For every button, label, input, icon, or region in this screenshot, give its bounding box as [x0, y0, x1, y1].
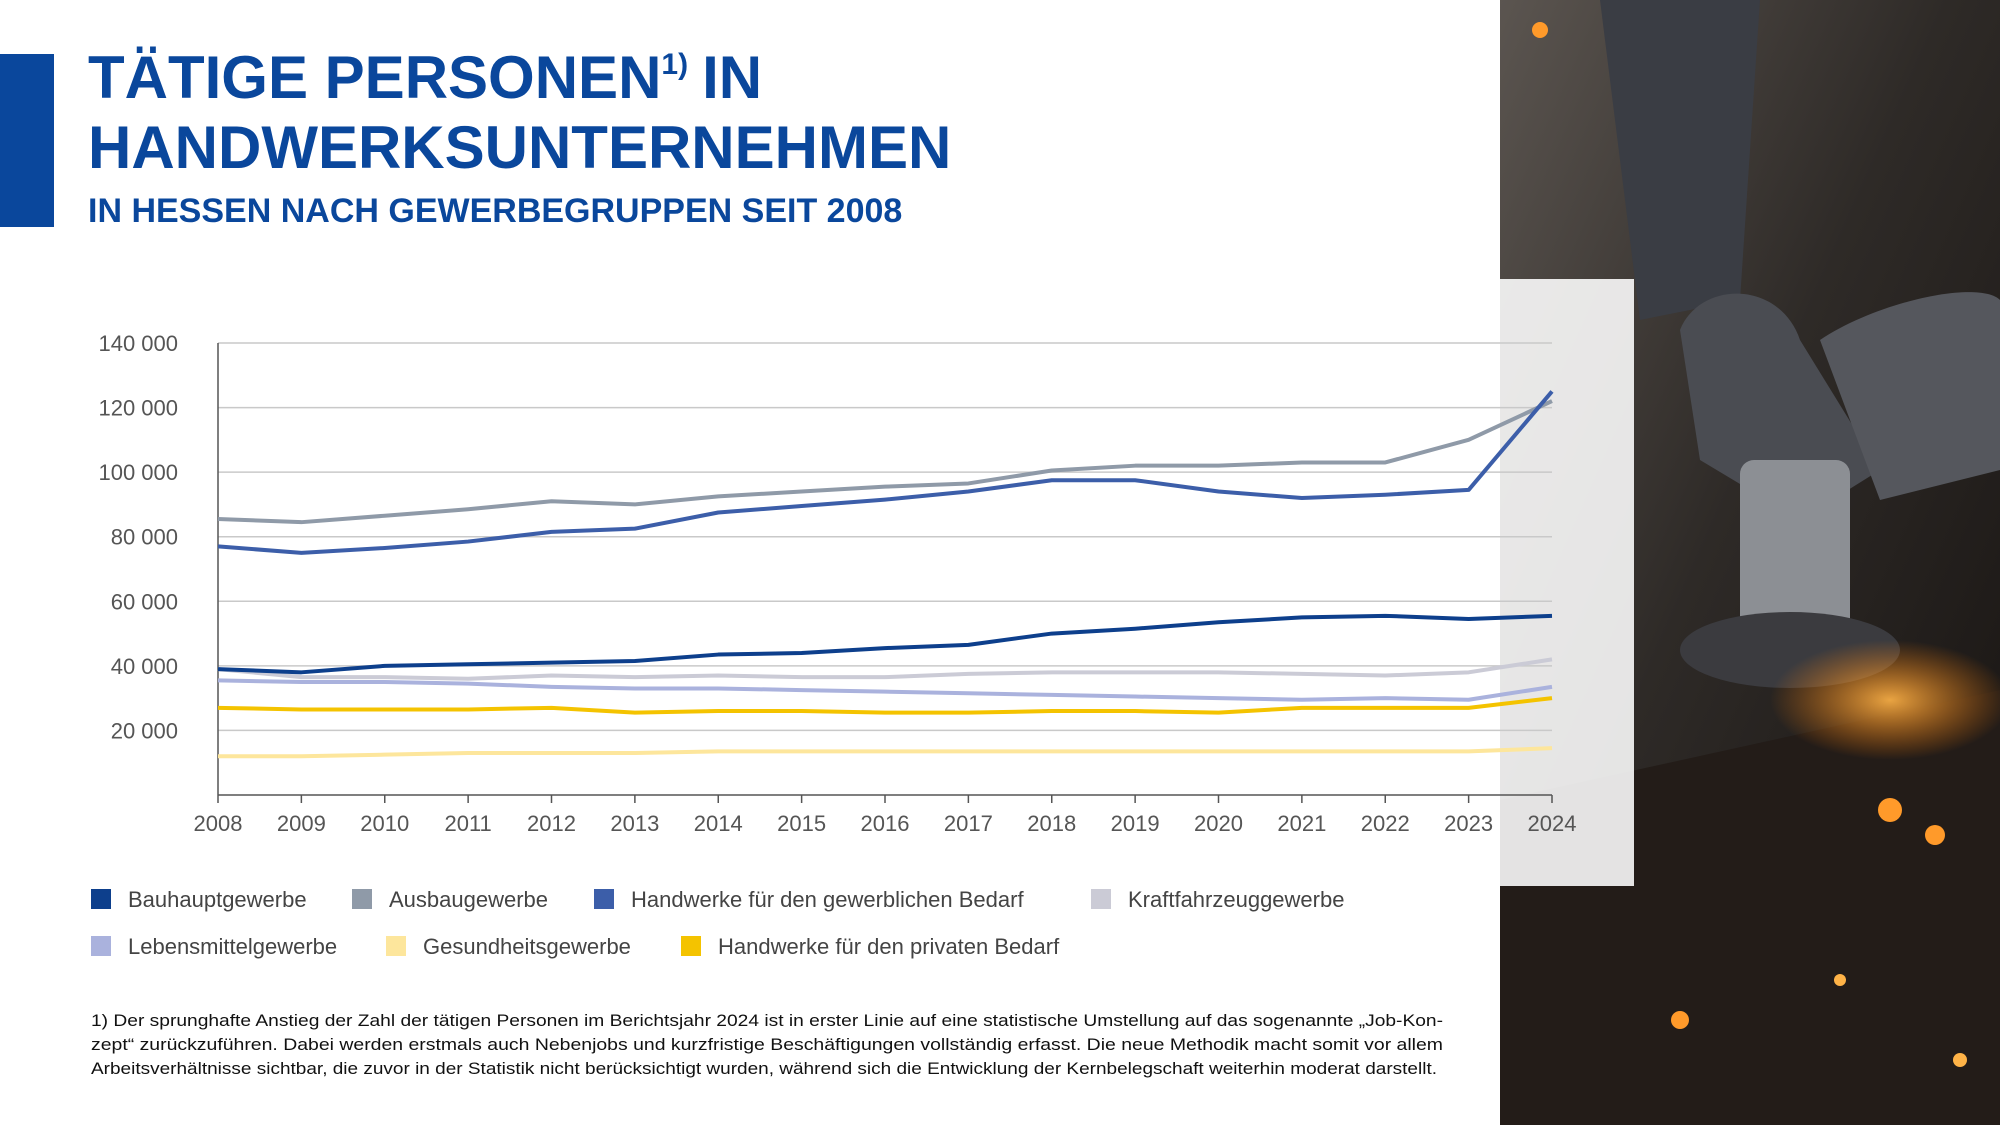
x-tick-label: 2011	[444, 811, 491, 836]
chart-title: TÄTIGE PERSONEN1) IN	[88, 44, 762, 111]
footnote-line: 1) Der sprunghafte Anstieg der Zahl der …	[91, 1011, 1443, 1030]
x-tick-label: 2009	[277, 811, 326, 836]
legend-swatch	[1091, 889, 1111, 909]
x-tick-label: 2020	[1194, 811, 1243, 836]
photo-glove	[1820, 292, 2000, 500]
photo-spark	[1532, 22, 1548, 38]
legend-label: Handwerke für den privaten Bedarf	[718, 934, 1060, 959]
photo-grinder	[1740, 460, 1850, 640]
legend-label: Bauhauptgewerbe	[128, 887, 307, 912]
y-tick-label: 80 000	[111, 525, 178, 550]
x-tick-label: 2017	[944, 811, 993, 836]
legend-swatch	[91, 936, 111, 956]
y-tick-label: 60 000	[111, 589, 178, 614]
photo-spark	[1834, 974, 1846, 986]
x-tick-label: 2016	[861, 811, 910, 836]
series-line	[217, 696, 1553, 715]
series-line	[217, 678, 1553, 702]
series-line	[217, 390, 1554, 555]
photo-spark	[1925, 825, 1945, 845]
x-tick-label: 2021	[1277, 811, 1326, 836]
x-tick-label: 2015	[777, 811, 826, 836]
x-tick-label: 2022	[1361, 811, 1410, 836]
x-tick-label: 2013	[610, 811, 659, 836]
series-line	[218, 746, 1553, 759]
photo-overlay	[1500, 279, 1634, 886]
photo-arm	[1600, 0, 1760, 320]
title-text: TÄTIGE PERSONEN	[88, 44, 661, 111]
photo-spark	[1953, 1053, 1967, 1067]
legend-label: Handwerke für den gewerblichen Bedarf	[631, 887, 1024, 912]
series-line	[217, 399, 1553, 525]
series-line	[217, 657, 1553, 681]
legend-label: Ausbaugewerbe	[389, 887, 548, 912]
photo	[1500, 0, 2000, 1125]
x-tick-label: 2018	[1027, 811, 1076, 836]
photo-spark	[1878, 798, 1902, 822]
chart-subtitle: IN HESSEN NACH GEWERBEGRUPPEN SEIT 2008	[88, 192, 902, 230]
title-text: IN	[702, 44, 762, 111]
x-tick-label: 2014	[694, 811, 743, 836]
x-tick-label: 2012	[527, 811, 576, 836]
y-tick-label: 120 000	[98, 396, 178, 421]
legend-swatch	[352, 889, 372, 909]
y-tick-label: 40 000	[111, 654, 178, 679]
x-tick-label: 2023	[1444, 811, 1493, 836]
x-tick-label: 2019	[1111, 811, 1160, 836]
legend-swatch	[386, 936, 406, 956]
x-tick-label: 2010	[360, 811, 409, 836]
x-tick-label: 2024	[1528, 811, 1577, 836]
y-tick-label: 20 000	[111, 718, 178, 743]
legend-label: Gesundheitsgewerbe	[423, 934, 631, 959]
footnote-line: zept“ zurückzuführen. Dabei werden erstm…	[91, 1035, 1443, 1054]
legend-label: Lebensmittelgewerbe	[128, 934, 337, 959]
footnote-line: Arbeitsverhältnisse sichtbar, die zuvor …	[91, 1059, 1437, 1078]
y-tick-label: 140 000	[98, 331, 178, 356]
photo-sparks	[1770, 640, 2000, 760]
footnote: 1) Der sprunghafte Anstieg der Zahl der …	[91, 1011, 1443, 1078]
legend-swatch	[594, 889, 614, 909]
title-note: 1)	[661, 48, 688, 81]
series-line	[217, 613, 1553, 675]
photo-spark	[1671, 1011, 1689, 1029]
legend-label: Kraftfahrzeuggewerbe	[1128, 887, 1344, 912]
legend-swatch	[681, 936, 701, 956]
legend-swatch	[91, 889, 111, 909]
chart-title: HANDWERKSUNTERNEHMEN	[88, 114, 951, 181]
accent-bar	[0, 54, 54, 227]
x-tick-label: 2008	[194, 811, 243, 836]
y-tick-label: 100 000	[98, 460, 178, 485]
